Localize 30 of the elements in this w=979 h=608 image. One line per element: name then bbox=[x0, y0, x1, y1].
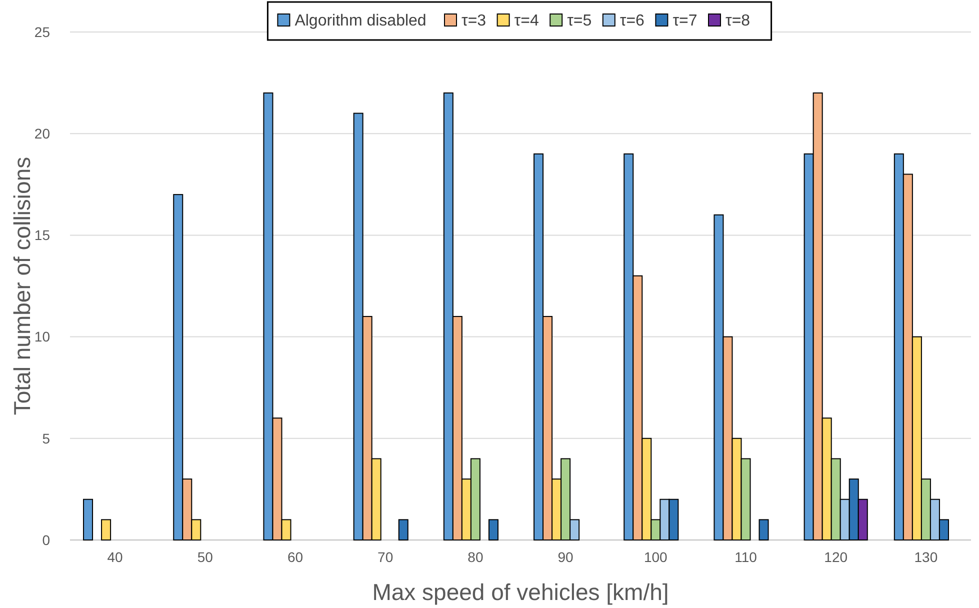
legend-label: τ=8 bbox=[726, 12, 750, 30]
x-tick-label: 50 bbox=[197, 549, 214, 565]
bar bbox=[83, 498, 94, 540]
y-tick-label: 25 bbox=[34, 24, 50, 40]
legend-label: τ=6 bbox=[620, 12, 645, 30]
legend-label: τ=5 bbox=[567, 12, 592, 30]
x-tick-label: 120 bbox=[824, 549, 848, 565]
y-tick-label: 5 bbox=[42, 430, 50, 446]
legend-label: τ=7 bbox=[672, 12, 698, 30]
x-tick-label: 40 bbox=[107, 549, 124, 565]
y-tick-label: 0 bbox=[42, 532, 50, 548]
legend-label: τ=4 bbox=[514, 12, 539, 30]
bar bbox=[488, 519, 498, 540]
bar bbox=[398, 519, 408, 540]
x-axis-title: Max speed of vehicles [km/h] bbox=[372, 579, 669, 605]
x-tick-label: 100 bbox=[644, 549, 668, 565]
x-tick-label: 60 bbox=[287, 549, 304, 565]
legend-label: τ=3 bbox=[462, 12, 486, 30]
y-tick-label: 15 bbox=[34, 227, 50, 244]
y-axis-title: Total number of collisions bbox=[9, 156, 35, 416]
bar bbox=[758, 519, 769, 540]
x-tick-label: 110 bbox=[734, 549, 758, 565]
x-tick-label: 70 bbox=[378, 549, 394, 565]
legend-label: Algorithm disabled bbox=[294, 12, 426, 30]
x-tick-label: 130 bbox=[914, 549, 938, 565]
x-tick-label: 80 bbox=[468, 549, 484, 565]
y-tick-label: 10 bbox=[34, 328, 50, 345]
bar bbox=[101, 519, 112, 540]
x-tick-label: 90 bbox=[558, 549, 574, 565]
y-tick-label: 20 bbox=[34, 126, 50, 142]
